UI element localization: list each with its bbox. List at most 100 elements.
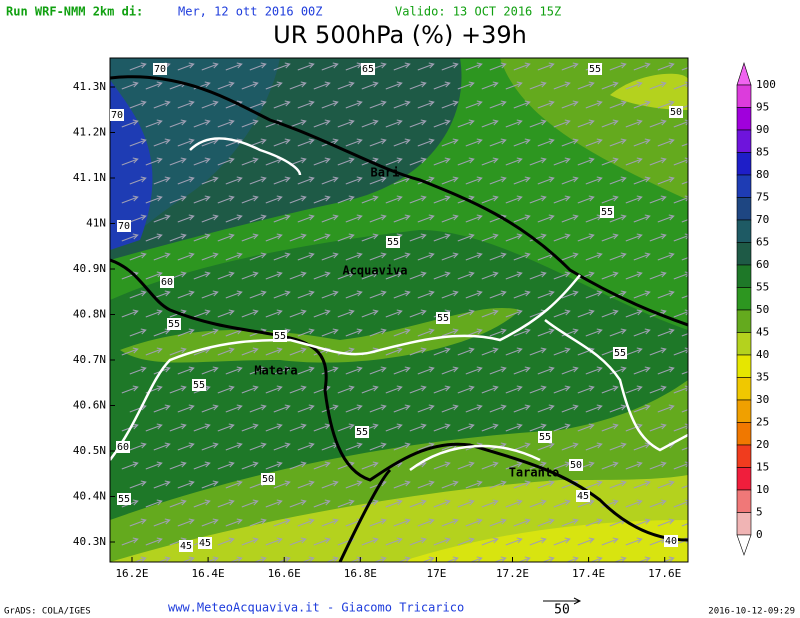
wind-arrow (321, 328, 339, 337)
wind-arrow (201, 480, 219, 489)
wind-arrow (537, 176, 555, 185)
colorbar-box (736, 197, 752, 221)
colorbar-box (736, 489, 752, 513)
wind-arrow (169, 499, 187, 508)
wind-arrow (625, 195, 643, 204)
wind-arrow (553, 119, 571, 128)
wind-arrow (457, 309, 475, 318)
wind-arrow (537, 480, 555, 489)
wind-arrow (393, 290, 411, 299)
wind-arrow (321, 176, 339, 185)
wind-arrow (273, 62, 291, 71)
wind-arrow (561, 518, 579, 527)
colorbar-box (736, 332, 752, 356)
wind-arrow (225, 442, 243, 451)
wind-arrow (561, 62, 579, 71)
wind-arrow (625, 461, 643, 470)
wind-arrow (417, 366, 435, 375)
wind-arrow (289, 347, 307, 356)
contour-label-box (669, 106, 683, 118)
wind-arrow (201, 62, 219, 71)
wind-arrow (297, 252, 315, 261)
wind-arrow (489, 138, 507, 147)
wind-arrow (505, 119, 523, 128)
wind-arrow (441, 138, 459, 147)
wind-arrow (217, 81, 235, 90)
wind-arrow (513, 138, 531, 147)
colorbar-label: 20 (756, 438, 769, 451)
city-label: Acquaviva (342, 264, 407, 278)
wind-arrow (505, 157, 523, 166)
lat-label: 41.1N (73, 171, 106, 184)
wind-arrow (193, 233, 211, 242)
wind-arrow (289, 81, 307, 90)
wind-arrow (657, 62, 675, 71)
wind-arrow (249, 366, 267, 375)
wind-arrow (409, 119, 427, 128)
wind-arrow (369, 176, 387, 185)
wind-arrow (121, 119, 139, 128)
contour-label-box (664, 535, 678, 547)
wind-arrow (385, 271, 403, 280)
wind-arrow (529, 195, 547, 204)
colorbar-label: 55 (756, 281, 769, 294)
wind-arrow (553, 499, 571, 508)
contour-label-box (273, 330, 287, 342)
wind-arrow (409, 271, 427, 280)
wind-arrow (273, 366, 291, 375)
wind-arrow (673, 195, 688, 204)
wind-arrow (321, 252, 339, 261)
wind-arrow (657, 214, 675, 223)
wind-arrow (321, 62, 339, 71)
wind-arrow (577, 81, 595, 90)
lat-label: 40.4N (73, 490, 106, 503)
wind-arrow (409, 309, 427, 318)
contour-label-box (198, 537, 212, 549)
wind-arrow (121, 81, 139, 90)
wind-arrow (649, 499, 667, 508)
wind-arrow (241, 81, 259, 90)
wind-arrow (561, 214, 579, 223)
wind-arrow (369, 252, 387, 261)
wind-arrow (513, 404, 531, 413)
wind-arrow (609, 100, 627, 109)
wind-arrow (493, 556, 507, 562)
wind-arrow (273, 138, 291, 147)
wind-arrow (577, 423, 595, 432)
lon-label: 16.8E (344, 567, 377, 580)
wind-arrow (177, 214, 195, 223)
wind-arrow (513, 480, 531, 489)
wind-arrow (145, 461, 163, 470)
wind-arrow (625, 271, 643, 280)
wind-arrow (393, 480, 411, 489)
contour-label: 55 (168, 319, 180, 330)
wind-arrow (265, 233, 283, 242)
wind-arrow (441, 100, 459, 109)
field-75 (110, 80, 153, 250)
wind-arrow (153, 518, 171, 527)
wind-arrow (273, 290, 291, 299)
wind-arrow (289, 499, 307, 508)
wind-arrow (577, 157, 595, 166)
wind-arrow (657, 138, 675, 147)
wind-arrow (433, 271, 451, 280)
wind-arrow (465, 366, 483, 375)
wind-arrow (265, 81, 283, 90)
wind-arrow (553, 233, 571, 242)
wind-arrow (625, 157, 643, 166)
wind-arrow (321, 214, 339, 223)
wind-arrow (337, 195, 355, 204)
wind-arrow (609, 366, 627, 375)
wind-arrow (193, 309, 211, 318)
wind-arrow (633, 176, 651, 185)
wind-arrow (217, 499, 235, 508)
wind-arrow (609, 442, 627, 451)
wind-arrow (561, 100, 579, 109)
wind-arrow (169, 119, 187, 128)
wind-arrow (169, 195, 187, 204)
wind-arrow (201, 518, 219, 527)
wind-arrow (385, 81, 403, 90)
wind-arrow (249, 252, 267, 261)
colorbar-box (736, 242, 752, 266)
